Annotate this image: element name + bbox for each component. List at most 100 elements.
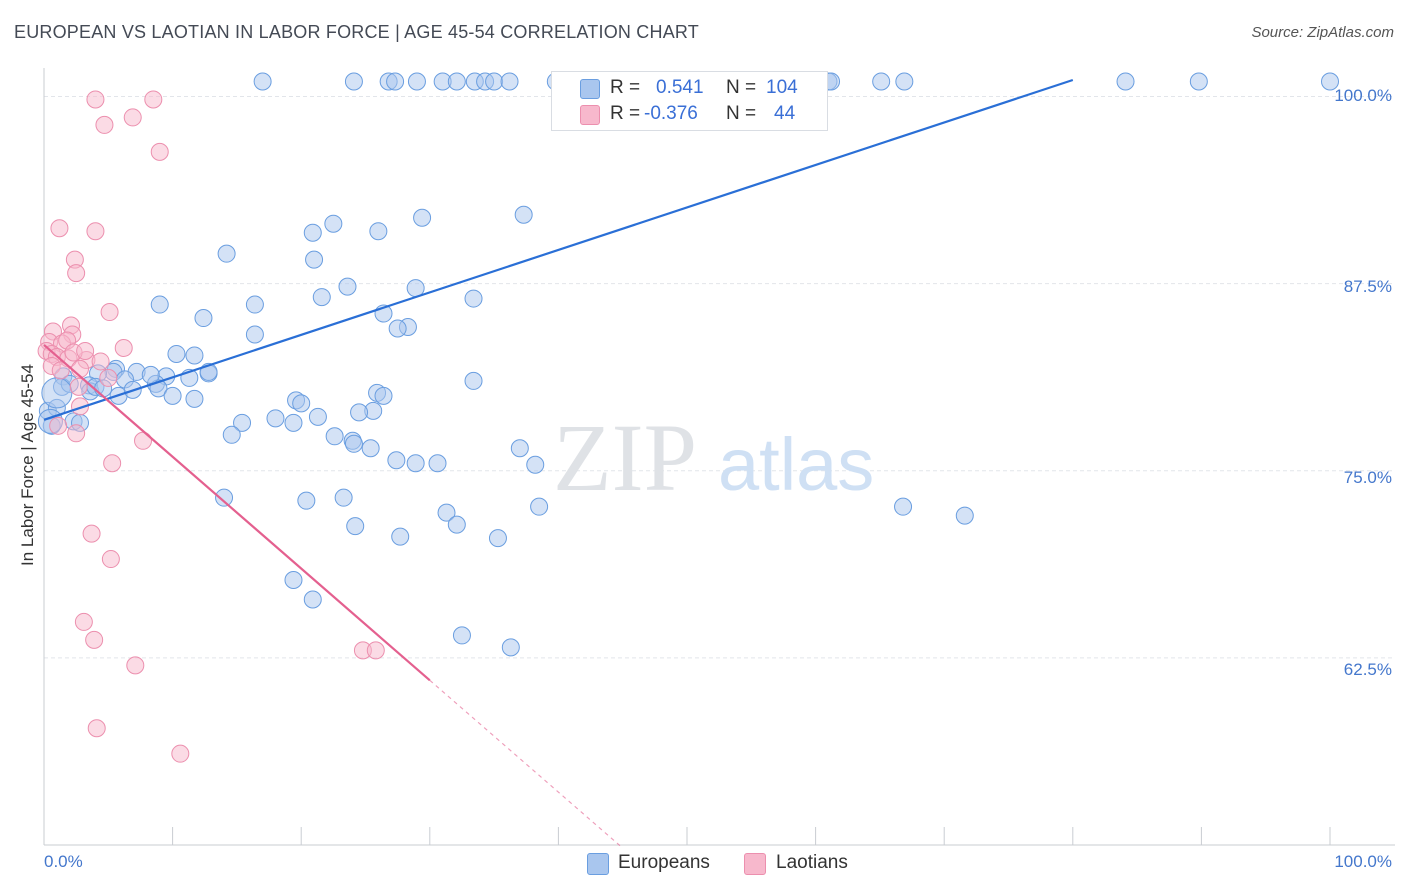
european-point [324, 214, 343, 233]
european-point [185, 346, 204, 365]
x-tick-min: 0.0% [44, 852, 83, 871]
axes [43, 68, 1395, 846]
source-label: Source: ZipAtlas.com [1251, 24, 1394, 41]
european-point [464, 289, 483, 308]
trend-lines [43, 78, 1074, 849]
european-points [37, 72, 1339, 657]
laotian-point [82, 524, 101, 543]
european-point [406, 454, 425, 473]
european-point [292, 394, 311, 413]
european-point [386, 72, 405, 91]
european-point [1116, 72, 1135, 91]
european-point [222, 425, 241, 444]
european-point [872, 72, 891, 91]
european-point [894, 497, 913, 516]
r-label: R = [610, 77, 641, 98]
chart-title: EUROPEAN VS LAOTIAN IN LABOR FORCE | AGE… [14, 22, 699, 42]
laotian-point [49, 416, 68, 435]
european-point [344, 434, 363, 453]
european-point [308, 407, 327, 426]
laotian-point [74, 612, 93, 631]
european-point [895, 72, 914, 91]
european-point [215, 488, 234, 507]
laotian-point [69, 377, 88, 396]
european-point [388, 319, 407, 338]
laotian-point [50, 219, 69, 238]
european-point [452, 626, 471, 645]
european-point [344, 72, 363, 91]
laotian-point [123, 108, 142, 127]
laotian-point [144, 90, 163, 109]
laotian-point [87, 719, 106, 738]
n-label: N = [726, 103, 757, 124]
european-point [387, 451, 406, 470]
laotian-point [86, 222, 105, 241]
laotian-point [103, 454, 122, 473]
european-point [245, 325, 264, 344]
european-point [514, 205, 533, 224]
european-point [303, 590, 322, 609]
n-label: N = [726, 77, 757, 98]
laotians-legend-swatch [744, 853, 766, 875]
european-point [194, 309, 213, 328]
european-point [369, 222, 388, 241]
european-point [284, 571, 303, 590]
laotians-legend-label: Laotians [776, 852, 848, 873]
european-point [391, 527, 410, 546]
watermark-atlas: atlas [718, 423, 874, 506]
european-point [167, 344, 186, 363]
european-point [185, 389, 204, 408]
europeans-legend-label: Europeans [618, 852, 710, 873]
european-point [334, 488, 353, 507]
european-point [266, 409, 285, 428]
european-point [374, 386, 393, 405]
european-point [413, 208, 432, 227]
grid-lines [44, 95, 1395, 659]
european-point [245, 295, 264, 314]
european-point [510, 439, 529, 458]
laotian-point [99, 368, 118, 387]
laotians-swatch [580, 105, 600, 125]
european-point [325, 427, 344, 446]
laotian-point [114, 338, 133, 357]
european-point [428, 454, 447, 473]
european-point [1321, 72, 1339, 91]
european-point [150, 295, 169, 314]
laotian-point [171, 744, 190, 763]
y-tick-87-5: 87.5% [1343, 277, 1392, 296]
european-point [350, 403, 369, 422]
laotian-trend-line [43, 344, 431, 682]
laotian-point [86, 90, 105, 109]
y-tick-75: 75.0% [1343, 468, 1392, 487]
europeans-legend-swatch [587, 853, 609, 875]
european-point [233, 413, 252, 432]
european-point [253, 72, 272, 91]
laotian-point [85, 630, 104, 649]
y-tick-100: 100.0% [1334, 86, 1392, 105]
laotian-point [95, 115, 114, 134]
laotian-trend-extension [429, 679, 624, 849]
laotian-point [366, 641, 385, 660]
europeans-swatch [580, 79, 600, 99]
legend-row-laotians: R = -0.376 N = 44 [552, 101, 827, 127]
european-point [488, 529, 507, 548]
laotian-point [71, 397, 90, 416]
european-point [361, 439, 380, 458]
european-trend-line [43, 78, 1074, 421]
european-point [485, 72, 504, 91]
laotian-point [76, 341, 95, 360]
watermark-zip: ZIP [553, 404, 697, 511]
n-value: 44 [774, 103, 796, 124]
european-point [346, 517, 365, 536]
laotian-point [67, 424, 86, 443]
x-tick-max: 100.0% [1334, 852, 1392, 871]
european-point [437, 503, 456, 522]
laotian-point [126, 656, 145, 675]
european-point [297, 491, 316, 510]
european-point [284, 413, 303, 432]
european-point [500, 72, 519, 91]
european-point [526, 455, 545, 474]
european-point [1189, 72, 1208, 91]
european-point [955, 506, 974, 525]
european-point [141, 365, 160, 384]
